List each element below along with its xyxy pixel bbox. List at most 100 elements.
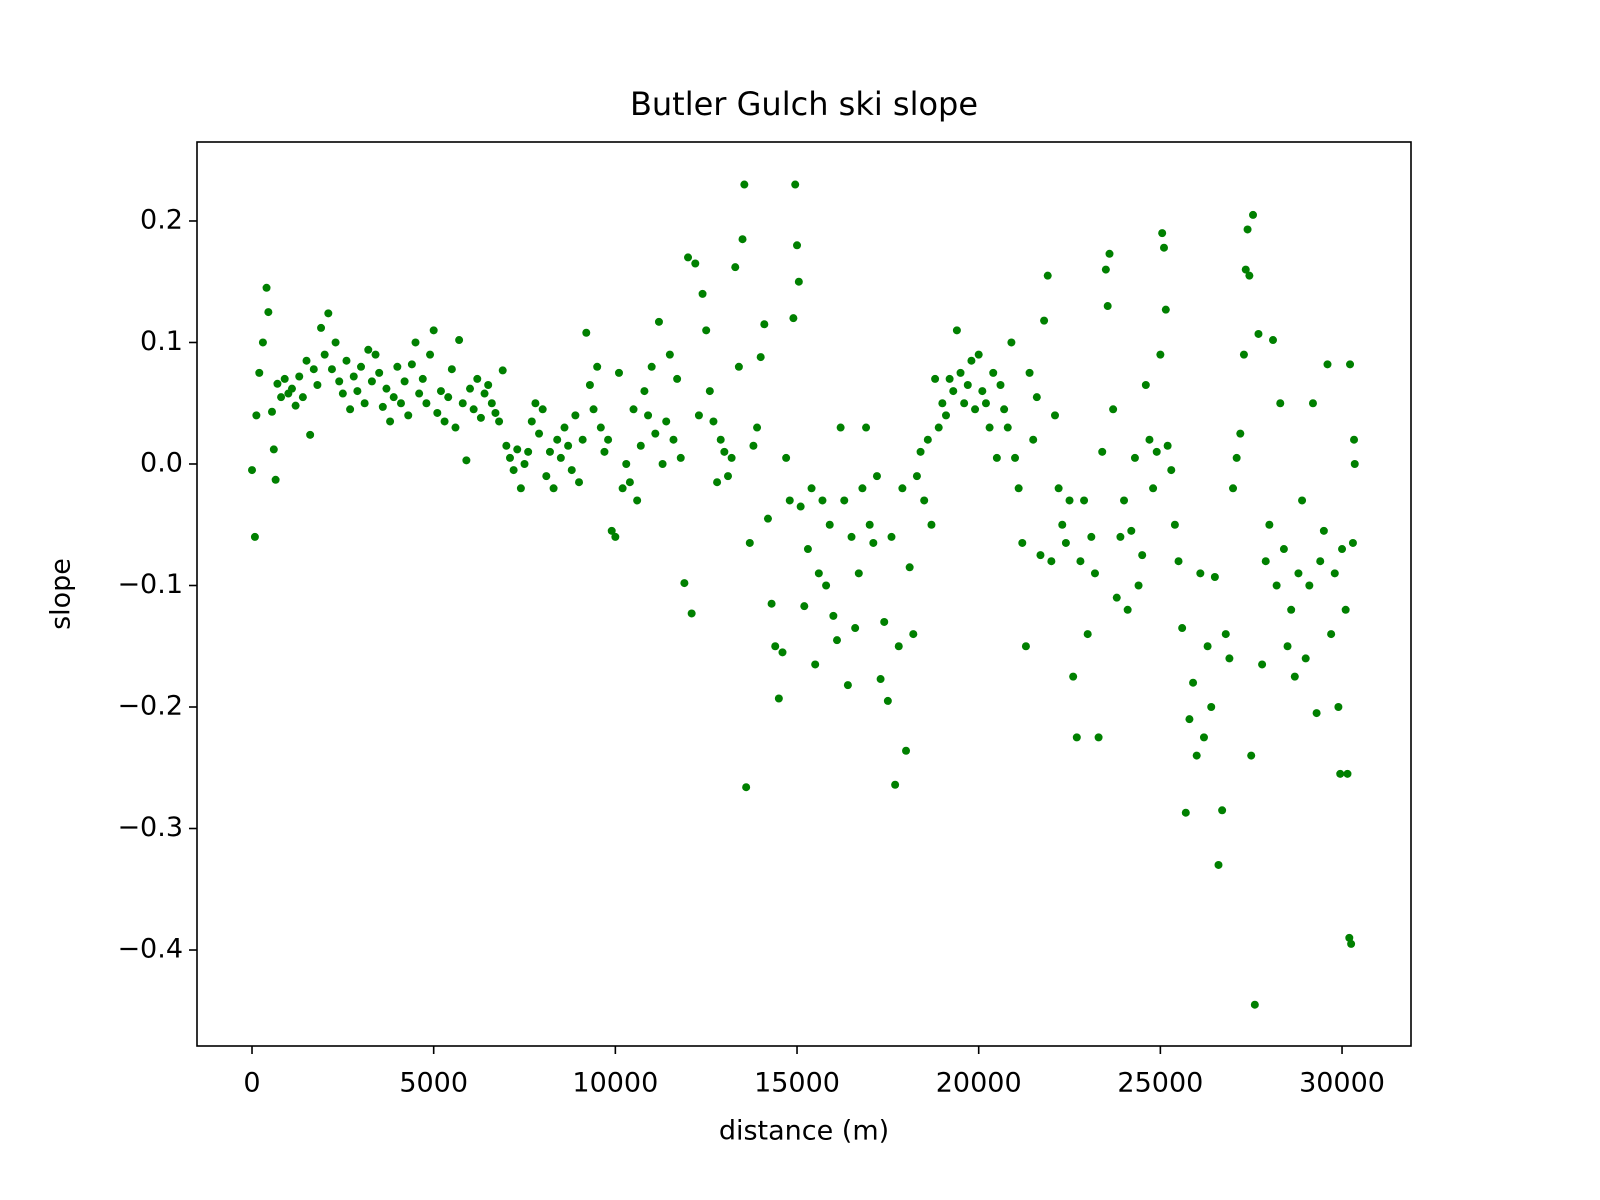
point: [1158, 229, 1167, 238]
point: [429, 326, 438, 335]
point: [1338, 545, 1347, 554]
point: [1327, 630, 1336, 639]
point: [658, 459, 667, 468]
point: [662, 417, 671, 426]
point: [1025, 368, 1034, 377]
point: [1210, 572, 1219, 581]
point: [589, 405, 598, 414]
point: [800, 602, 809, 611]
point: [1250, 1000, 1259, 1009]
point: [1007, 338, 1016, 347]
point: [1218, 806, 1227, 815]
point: [945, 374, 954, 383]
point: [771, 642, 780, 651]
point: [1301, 654, 1310, 663]
point: [1319, 526, 1328, 535]
point: [840, 496, 849, 505]
point: [273, 379, 282, 388]
point: [1294, 569, 1303, 578]
point: [1050, 411, 1059, 420]
point: [1072, 733, 1081, 742]
point: [1249, 210, 1258, 219]
y-axis-label: slope: [46, 558, 77, 630]
point: [1087, 532, 1096, 541]
point: [803, 545, 812, 554]
point: [1152, 447, 1161, 456]
point: [774, 694, 783, 703]
point: [1156, 350, 1165, 359]
point: [1065, 496, 1074, 505]
point: [498, 366, 507, 375]
point: [1069, 672, 1078, 681]
point: [582, 328, 591, 337]
point: [313, 381, 322, 390]
y-tick-label: −0.1: [117, 569, 183, 600]
point: [796, 502, 805, 511]
point: [1167, 466, 1176, 475]
point: [1036, 551, 1045, 560]
point: [404, 411, 413, 420]
point: [531, 399, 540, 408]
point: [1103, 302, 1112, 311]
point: [876, 675, 885, 684]
point: [1290, 672, 1299, 681]
point: [1000, 405, 1009, 414]
point: [258, 338, 267, 347]
point: [894, 642, 903, 651]
point: [538, 405, 547, 414]
point: [357, 362, 366, 371]
point: [753, 423, 762, 432]
point: [974, 350, 983, 359]
point: [1105, 249, 1114, 258]
point: [760, 320, 769, 329]
point: [1241, 265, 1250, 274]
point: [814, 569, 823, 578]
point: [433, 408, 442, 417]
point: [1207, 703, 1216, 711]
point: [985, 423, 994, 432]
point: [1123, 605, 1132, 614]
point: [309, 365, 318, 374]
point: [560, 423, 569, 432]
point: [451, 423, 460, 432]
point: [694, 411, 703, 420]
point: [1350, 459, 1359, 468]
point: [1330, 569, 1339, 578]
point: [705, 387, 714, 396]
point: [556, 453, 565, 462]
point: [702, 326, 711, 335]
point: [255, 368, 264, 377]
point: [1021, 642, 1030, 651]
point: [1236, 429, 1245, 438]
plot-frame: [196, 141, 1412, 1047]
point: [963, 381, 972, 390]
point: [302, 356, 311, 365]
point: [996, 381, 1005, 390]
y-tick-label: −0.2: [117, 691, 183, 722]
point: [1343, 769, 1352, 778]
point: [375, 368, 384, 377]
point: [1061, 538, 1070, 547]
point: [818, 496, 827, 505]
point: [832, 636, 841, 645]
point: [1323, 360, 1332, 369]
point: [1011, 453, 1020, 462]
point: [916, 447, 925, 456]
point: [734, 362, 743, 371]
point: [687, 609, 696, 618]
x-tick-label: 25000: [1117, 1068, 1203, 1099]
point: [360, 399, 369, 408]
y-tick-label: 0.1: [140, 326, 183, 357]
point: [1276, 399, 1285, 408]
point: [411, 338, 420, 347]
point: [1185, 715, 1194, 724]
point: [862, 423, 871, 432]
point: [1043, 271, 1052, 280]
point: [298, 393, 307, 402]
point: [1347, 939, 1356, 948]
point: [992, 453, 1001, 462]
point: [342, 356, 351, 365]
point: [647, 362, 656, 371]
point: [1161, 305, 1170, 314]
point: [252, 411, 261, 420]
